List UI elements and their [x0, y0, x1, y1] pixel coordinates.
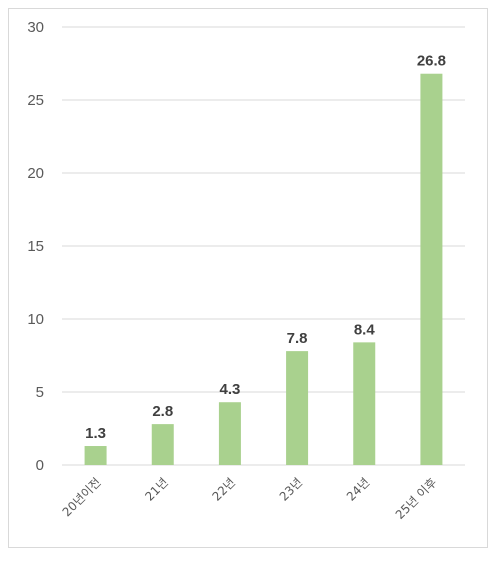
y-axis-tick-labels: 0 5 10 15 20 25 30 — [27, 19, 44, 474]
bar-5 — [420, 73, 443, 465]
category-label-1: 21년 — [142, 475, 171, 504]
data-label-1: 2.8 — [152, 403, 173, 420]
data-label-5: 26.8 — [417, 53, 446, 70]
bar-3 — [286, 351, 309, 465]
y-tick-label-15: 15 — [27, 238, 44, 255]
category-label-4: 24년 — [344, 475, 373, 504]
y-tick-label-30: 30 — [27, 19, 44, 36]
y-tick-label-10: 10 — [27, 311, 44, 328]
bar-0 — [84, 446, 107, 465]
data-label-2: 4.3 — [219, 381, 240, 398]
data-label-4: 8.4 — [354, 321, 376, 338]
bars — [84, 73, 443, 465]
grid-lines — [62, 26, 465, 466]
bar-2 — [218, 402, 241, 465]
data-label-0: 1.3 — [85, 425, 106, 442]
category-label-5: 25년 이후 — [393, 475, 440, 522]
y-tick-label-5: 5 — [36, 384, 44, 401]
data-label-3: 7.8 — [287, 330, 308, 347]
y-tick-label-0: 0 — [36, 457, 44, 474]
bar-1 — [151, 424, 174, 465]
x-axis-category-labels: 20년이전 21년 22년 23년 24년 25년 이후 — [60, 475, 440, 522]
y-tick-label-20: 20 — [27, 165, 44, 182]
bar-4 — [353, 342, 376, 465]
category-label-2: 22년 — [210, 475, 239, 504]
y-tick-label-25: 25 — [27, 92, 44, 109]
data-labels: 1.3 2.8 4.3 7.8 8.4 26.8 — [85, 53, 446, 442]
category-label-3: 23년 — [277, 475, 306, 504]
category-label-0: 20년이전 — [60, 475, 104, 519]
